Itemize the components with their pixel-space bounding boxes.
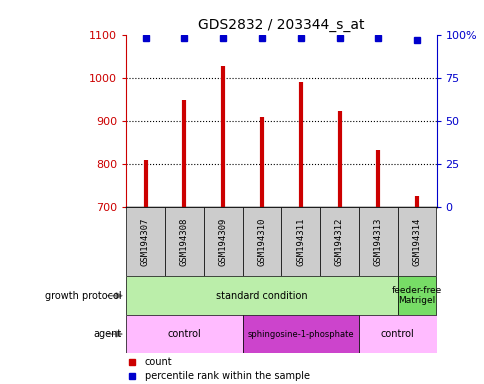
Bar: [397, 207, 436, 276]
Bar: [126, 315, 242, 353]
Bar: [242, 315, 358, 353]
Text: control: control: [380, 329, 414, 339]
Text: GSM194310: GSM194310: [257, 218, 266, 266]
Text: count: count: [144, 357, 172, 367]
Title: GDS2832 / 203344_s_at: GDS2832 / 203344_s_at: [197, 18, 364, 32]
Bar: [126, 276, 397, 315]
Bar: [165, 207, 203, 276]
Text: GSM194313: GSM194313: [373, 218, 382, 266]
Bar: [242, 207, 281, 276]
Bar: [319, 207, 358, 276]
Bar: [358, 207, 397, 276]
Text: GSM194312: GSM194312: [334, 218, 343, 266]
Text: GSM194308: GSM194308: [180, 218, 188, 266]
Bar: [358, 315, 436, 353]
Text: agent: agent: [93, 329, 121, 339]
Text: GSM194314: GSM194314: [412, 218, 421, 266]
Text: GSM194307: GSM194307: [141, 218, 150, 266]
Bar: [203, 207, 242, 276]
Text: growth protocol: growth protocol: [45, 291, 121, 301]
Text: feeder-free
Matrigel: feeder-free Matrigel: [391, 286, 441, 305]
Bar: [397, 276, 436, 315]
Bar: [281, 207, 319, 276]
Text: standard condition: standard condition: [216, 291, 307, 301]
Bar: [126, 207, 165, 276]
Text: GSM194311: GSM194311: [296, 218, 304, 266]
Text: GSM194309: GSM194309: [218, 218, 227, 266]
Text: sphingosine-1-phosphate: sphingosine-1-phosphate: [247, 329, 353, 339]
Text: control: control: [167, 329, 201, 339]
Text: percentile rank within the sample: percentile rank within the sample: [144, 371, 309, 381]
